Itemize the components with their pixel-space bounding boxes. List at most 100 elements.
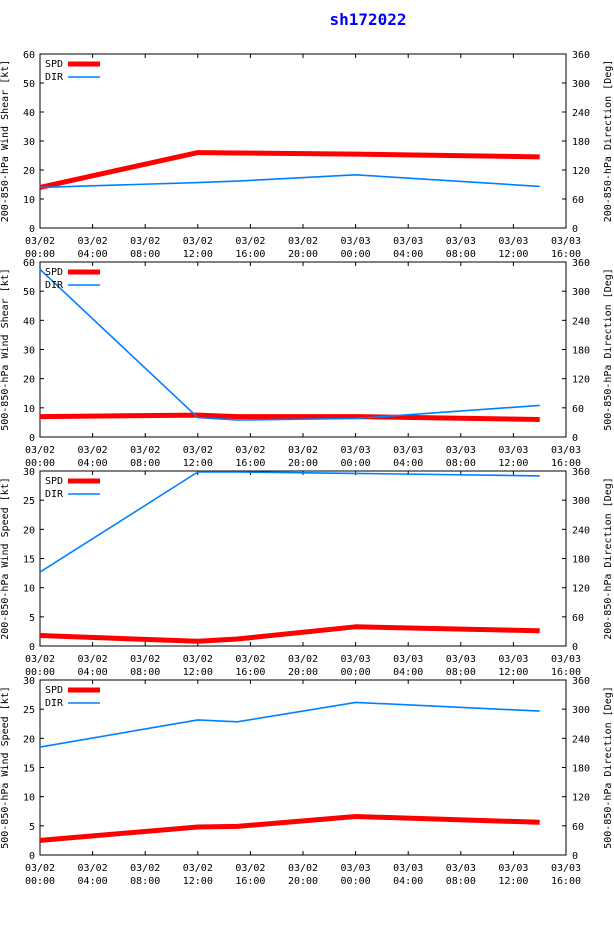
x-tick-label-time: 00:00 [25,458,55,469]
x-tick-label-time: 12:00 [183,249,213,260]
y-left-tick-label: 60 [23,50,35,61]
y-left-tick-label: 30 [23,346,35,357]
y-right-tick-label: 240 [572,108,590,119]
x-tick-label-time: 16:00 [551,876,581,887]
legend-label-dir: DIR [45,698,64,709]
plot-frame [39,679,567,856]
y-right-tick-label: 300 [572,287,590,298]
x-tick-label-date: 03/03 [551,445,581,456]
legend-label-dir: DIR [45,489,64,500]
x-tick-label-time: 12:00 [183,876,213,887]
y-left-axis-label: 200-850-hPa Wind Speed [kt] [0,477,11,640]
y-left-tick-label: 25 [23,496,35,507]
y-right-tick-label: 240 [572,734,590,745]
y-right-tick-label: 300 [572,496,590,507]
plot-frame [39,470,567,647]
x-tick-label-date: 03/02 [235,445,265,456]
x-tick-label-date: 03/02 [183,445,213,456]
y-left-tick-label: 0 [29,642,35,653]
x-tick-label-time: 08:00 [130,249,160,260]
y-left-tick-label: 20 [23,525,35,536]
y-right-tick-label: 180 [572,555,590,566]
y-left-tick-label: 0 [29,851,35,862]
x-tick-label-time: 04:00 [393,249,423,260]
x-tick-label-date: 03/03 [341,236,371,247]
x-tick-label-time: 08:00 [130,667,160,678]
x-tick-label-time: 12:00 [183,458,213,469]
x-tick-label-time: 00:00 [341,876,371,887]
y-left-tick-label: 5 [29,822,35,833]
x-tick-label-date: 03/02 [183,236,213,247]
x-tick-label-date: 03/02 [130,445,160,456]
x-tick-label-time: 04:00 [78,458,108,469]
y-right-tick-label: 360 [572,676,590,687]
y-right-tick-label: 300 [572,79,590,90]
x-tick-label-date: 03/03 [551,863,581,874]
y-left-tick-label: 10 [23,404,35,415]
x-tick-label-time: 12:00 [498,876,528,887]
y-left-tick-label: 10 [23,584,35,595]
y-right-tick-label: 180 [572,137,590,148]
x-tick-label-time: 20:00 [288,667,318,678]
y-right-tick-label: 60 [572,613,584,624]
x-tick-label-date: 03/02 [183,863,213,874]
x-tick-label-date: 03/03 [393,445,423,456]
x-tick-label-time: 16:00 [551,667,581,678]
chart-panel-4: 03/02 00:00 03/02 04:00 03/02 08:00 03/02 12:00… [0,676,614,887]
y-right-tick-label: 300 [572,705,590,716]
x-tick-label-time: 08:00 [446,876,476,887]
x-tick-label-date: 03/03 [446,445,476,456]
x-tick-label-time: 04:00 [393,458,423,469]
x-tick-label-time: 08:00 [446,249,476,260]
y-left-tick-label: 10 [23,195,35,206]
x-tick-label-time: 04:00 [393,876,423,887]
x-tick-label-time: 00:00 [25,249,55,260]
y-right-tick-label: 360 [572,50,590,61]
x-tick-label-time: 16:00 [551,458,581,469]
y-right-tick-label: 180 [572,346,590,357]
x-tick-label-time: 16:00 [235,667,265,678]
chart-title: sh172022 [329,10,406,29]
x-tick-label-date: 03/03 [393,654,423,665]
y-right-tick-label: 60 [572,195,584,206]
y-left-tick-label: 0 [29,433,35,444]
x-tick-label-date: 03/03 [498,445,528,456]
y-left-tick-label: 60 [23,258,35,269]
x-tick-label-date: 03/02 [78,863,108,874]
x-tick-label-date: 03/03 [446,654,476,665]
x-tick-label-date: 03/03 [551,654,581,665]
y-left-tick-label: 40 [23,108,35,119]
y-right-tick-label: 360 [572,258,590,269]
x-tick-label-time: 00:00 [341,667,371,678]
x-tick-label-time: 00:00 [25,667,55,678]
y-right-tick-label: 180 [572,764,590,775]
x-tick-label-time: 20:00 [288,458,318,469]
x-tick-label-date: 03/02 [130,654,160,665]
x-tick-label-date: 03/02 [130,863,160,874]
y-left-tick-label: 50 [23,287,35,298]
x-tick-label-date: 03/02 [25,236,55,247]
series-line-dir [39,174,540,189]
y-left-tick-label: 20 [23,734,35,745]
plot-frame [39,261,567,438]
series-line-spd [39,150,540,190]
y-right-tick-label: 120 [572,584,590,595]
y-right-tick-label: 120 [572,375,590,386]
x-tick-label-time: 12:00 [498,458,528,469]
x-tick-label-date: 03/03 [341,654,371,665]
series-line-spd [39,624,540,644]
x-tick-label-time: 20:00 [288,249,318,260]
y-left-tick-label: 20 [23,375,35,386]
y-right-tick-label: 0 [572,642,578,653]
x-tick-label-date: 03/03 [341,445,371,456]
series-line-dir [39,701,540,748]
y-left-tick-label: 40 [23,316,35,327]
x-tick-label-date: 03/02 [130,236,160,247]
y-right-tick-label: 0 [572,433,578,444]
x-tick-label-date: 03/03 [498,236,528,247]
legend-label-spd: SPD [45,267,63,278]
y-right-tick-label: 120 [572,793,590,804]
x-tick-label-date: 03/02 [288,445,318,456]
y-left-axis-label: 500-850-hPa Wind Speed [kt] [0,686,11,849]
